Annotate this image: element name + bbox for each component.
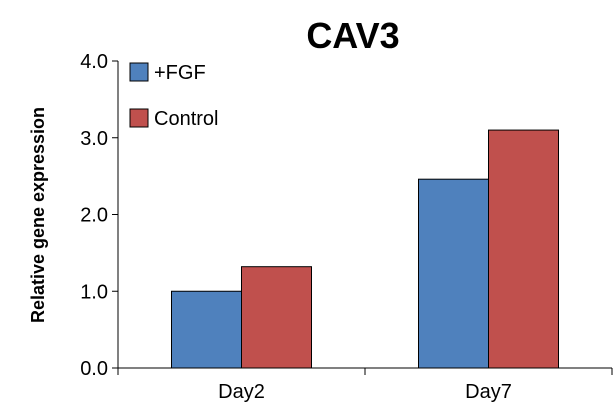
x-tick-label: Day7 xyxy=(465,381,512,403)
axes-layer: 0.0 1.0 2.0 3.0 4.0 Day2 Day7 xyxy=(80,51,613,403)
y-axis-label: Relative gene expression xyxy=(28,107,48,323)
y-tick-label: 3.0 xyxy=(80,128,108,150)
y-tick-label: 2.0 xyxy=(80,205,108,227)
bars-layer xyxy=(171,129,559,369)
chart-title: CAV3 xyxy=(306,15,399,56)
legend-swatch xyxy=(129,108,149,128)
legend-label: Control xyxy=(154,108,218,130)
legend-label: +FGF xyxy=(154,62,206,84)
legend-swatch xyxy=(129,62,149,82)
bar-control-day7 xyxy=(488,129,559,369)
y-tick-label: 1.0 xyxy=(80,281,108,303)
x-tick-label: Day2 xyxy=(218,381,265,403)
legend: +FGF Control xyxy=(129,62,218,130)
bar-fgf-day7 xyxy=(418,178,489,369)
bar-fgf-day2 xyxy=(171,290,242,369)
y-tick-label: 4.0 xyxy=(80,51,108,73)
y-tick-label: 0.0 xyxy=(80,358,108,380)
bar-control-day2 xyxy=(241,266,312,369)
